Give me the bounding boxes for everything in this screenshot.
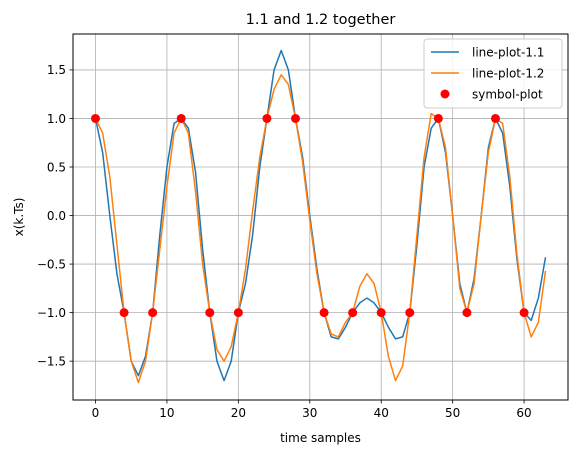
- scatter-point-symbol-plot: [119, 308, 129, 318]
- x-axis-label: time samples: [280, 431, 361, 445]
- x-tick-label: 20: [231, 406, 246, 420]
- legend-box: [423, 38, 563, 109]
- y-tick-label: −1.5: [37, 354, 66, 368]
- scatter-point-symbol-plot: [348, 308, 358, 318]
- legend-label-line-plot-1-1: line-plot-1.1: [472, 45, 544, 59]
- x-tick-label: 0: [92, 406, 100, 420]
- scatter-point-symbol-plot: [462, 308, 472, 318]
- y-tick-label: 1.0: [47, 112, 66, 126]
- legend: line-plot-1.1 line-plot-1.2 symbol-plot: [423, 38, 563, 109]
- scatter-point-symbol-plot: [291, 113, 300, 123]
- scatter-point-symbol-plot: [433, 113, 443, 123]
- y-tick-label: 0.5: [47, 160, 66, 174]
- scatter-point-symbol-plot: [205, 308, 215, 318]
- y-tick-label: −0.5: [37, 257, 66, 271]
- axis-ticks: 0 10 20 30 40 50 60 −1.5 −1.0 −0.5 0.0 0.5 1.0 1.5: [37, 63, 532, 420]
- legend-marker-symbol-plot: [440, 89, 450, 99]
- y-tick-label: −1.0: [37, 306, 66, 320]
- legend-label-line-plot-1-2: line-plot-1.2: [472, 66, 544, 80]
- scatter-point-symbol-plot: [262, 113, 272, 123]
- legend-label-symbol-plot: symbol-plot: [472, 87, 543, 101]
- scatter-point-symbol-plot: [319, 308, 329, 318]
- y-axis-label: x(k.Ts): [12, 198, 26, 237]
- x-tick-label: 40: [374, 406, 389, 420]
- scatter-point-symbol-plot: [519, 308, 529, 318]
- y-tick-label: 1.5: [47, 63, 66, 77]
- scatter-point-symbol-plot: [91, 113, 100, 123]
- scatter-point-symbol-plot: [491, 113, 500, 123]
- plot-area-frame: [72, 33, 569, 401]
- x-tick-label: 30: [302, 406, 317, 420]
- x-tick-label: 60: [516, 406, 531, 420]
- scatter-point-symbol-plot: [233, 308, 243, 318]
- x-tick-label: 50: [445, 406, 460, 420]
- series-line-line-plot-1-2: [94, 74, 547, 384]
- x-tick-label: 10: [159, 406, 174, 420]
- plot-series: [91, 49, 547, 384]
- scatter-point-symbol-plot: [148, 308, 158, 318]
- y-tick-label: 0.0: [47, 209, 66, 223]
- scatter-point-symbol-plot: [376, 308, 386, 318]
- chart-title: 1.1 and 1.2 together: [246, 12, 396, 28]
- scatter-point-symbol-plot: [176, 113, 186, 123]
- scatter-point-symbol-plot: [405, 308, 415, 318]
